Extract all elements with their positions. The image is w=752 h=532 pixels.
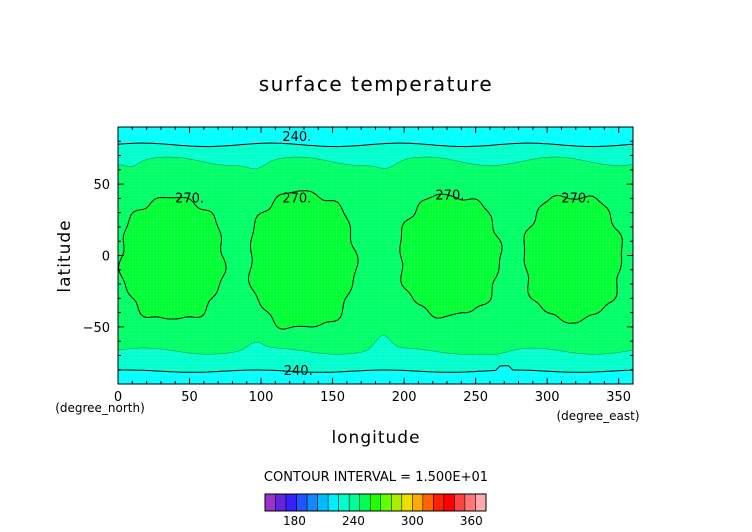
colorbar-swatch-15	[412, 493, 424, 512]
plot-area: 240. 240. 270. 270. 270. 270. 0 50 100 150 200 250…	[83, 126, 634, 405]
colorbar-swatch-7	[327, 493, 339, 512]
colorbar-swatch-3	[285, 493, 297, 512]
contour-label-6: 270.	[561, 191, 590, 206]
x-tick-label-200: 200	[392, 390, 417, 405]
contour-label-2: 240.	[284, 364, 313, 379]
colorbar-swatch-21	[475, 493, 487, 512]
contour-label-3: 270.	[175, 191, 204, 206]
y-tick-label--50: −50	[83, 321, 110, 336]
colorbar-swatch-4	[296, 493, 308, 512]
colorbar-swatch-13	[391, 493, 403, 512]
x-tick-label-300: 300	[535, 390, 560, 405]
contour-label-4: 270.	[282, 191, 311, 206]
contour-interval-note: CONTOUR INTERVAL = 1.500E+01	[264, 470, 488, 485]
colorbar-swatch-16	[422, 493, 434, 512]
y-tick-label-0: 0	[102, 250, 110, 265]
colorbar-swatch-19	[454, 493, 466, 512]
colorbar-swatch-14	[401, 493, 413, 512]
contour-label-1: 240.	[282, 130, 311, 145]
colorbar-swatch-20	[464, 493, 476, 512]
colorbar: 180 240 300 360	[264, 493, 487, 528]
contour-240-north	[118, 142, 633, 148]
colorbar-swatch-6	[317, 493, 329, 512]
contour-240-south	[118, 365, 633, 373]
y-tick-label-50: 50	[93, 178, 110, 193]
colorbar-swatch-11	[369, 493, 382, 512]
y-axis-label: latitude	[55, 219, 75, 292]
colorbar-tick-label-360: 360	[460, 514, 483, 528]
x-tick-label-0: 0	[114, 390, 122, 405]
contour-label-5: 270.	[435, 189, 464, 204]
contour-255-south	[118, 334, 633, 356]
colorbar-swatch-1	[264, 493, 276, 512]
colorbar-swatch-17	[433, 493, 445, 512]
colorbar-tick-label-300: 300	[401, 514, 424, 528]
colorbar-swatch-12	[380, 493, 392, 512]
colorbar-swatch-8	[338, 493, 350, 512]
colorbar-tick-label-180: 180	[283, 514, 306, 528]
colorbar-swatch-5	[306, 493, 318, 512]
y-unit-label: (degree_north)	[55, 401, 145, 415]
colorbar-swatch-9	[348, 493, 360, 512]
chart-title: surface temperature	[259, 72, 494, 96]
x-tick-label-350: 350	[606, 390, 631, 405]
x-tick-label-150: 150	[320, 390, 345, 405]
x-tick-label-250: 250	[463, 390, 488, 405]
x-tick-label-50: 50	[181, 390, 198, 405]
contour-255-north	[118, 156, 633, 170]
x-tick-label-100: 100	[249, 390, 274, 405]
colorbar-swatch-2	[275, 493, 287, 512]
x-unit-label: (degree_east)	[556, 409, 639, 423]
colorbar-swatch-18	[443, 493, 455, 512]
colorbar-tick-label-240: 240	[342, 514, 365, 528]
x-axis-label: longitude	[331, 428, 420, 448]
colorbar-swatch-10	[359, 493, 371, 512]
